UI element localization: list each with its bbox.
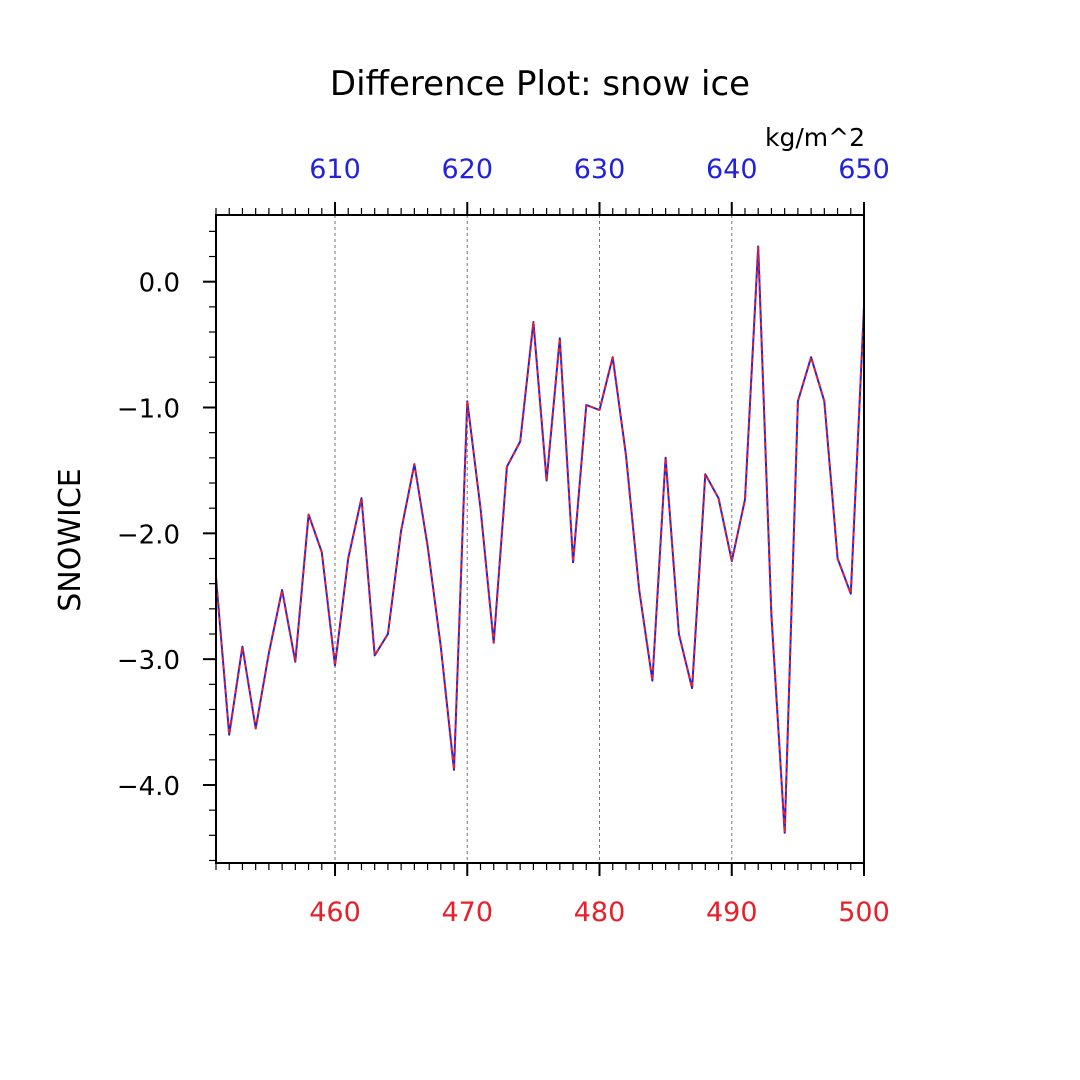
- x-top-tick-label: 630: [574, 154, 626, 185]
- vertical-gridlines: [334, 215, 733, 863]
- x-bottom-tick-label: 470: [441, 897, 493, 928]
- x-bottom-tick-label: 500: [838, 897, 890, 928]
- chart-title: Difference Plot: snow ice: [330, 64, 750, 104]
- x-top-tick-label: 610: [309, 154, 361, 185]
- x-bottom-tick-label: 490: [706, 897, 758, 928]
- y-tick-label: −4.0: [117, 772, 180, 802]
- units-label: kg/m^2: [765, 123, 865, 152]
- x-top-tick-label: 640: [706, 154, 758, 185]
- y-tick-label: −1.0: [117, 395, 180, 425]
- y-tick-label: −3.0: [117, 646, 180, 676]
- y-axis-label: SNOWICE: [53, 468, 88, 612]
- x-bottom-tick-label: 480: [574, 897, 626, 928]
- x-top-tick-label: 620: [441, 154, 493, 185]
- x-bottom-tick-label: 460: [309, 897, 361, 928]
- axis-ticks: [203, 202, 865, 876]
- series-line-2: [215, 245, 865, 834]
- x-top-tick-label: 650: [838, 154, 890, 185]
- y-tick-label: 0.0: [139, 269, 180, 299]
- series-line-1: [215, 245, 865, 834]
- plot-frame: [215, 214, 865, 864]
- y-tick-label: −2.0: [117, 520, 180, 550]
- series-lines: [215, 245, 865, 834]
- tick-labels: 460 470 480 490 500 610 620 630 640 650 0.0 −1.0 −2.…: [117, 154, 890, 928]
